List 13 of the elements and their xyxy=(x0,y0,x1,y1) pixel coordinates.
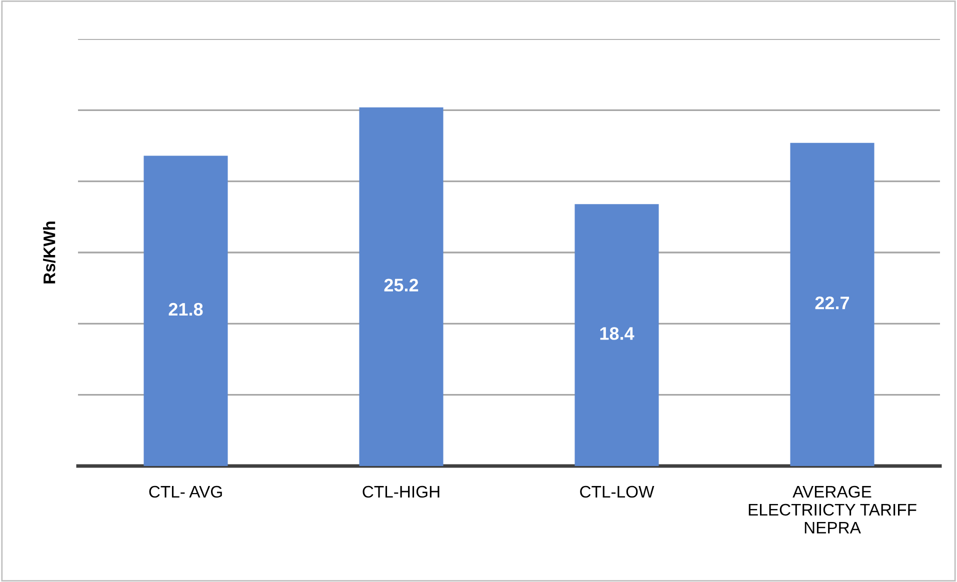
bar xyxy=(359,107,444,466)
data-label: 22.7 xyxy=(815,296,850,310)
bar xyxy=(144,156,228,466)
x-tick-label: CTL-HIGH xyxy=(362,486,440,498)
x-tick-label: AVERAGE ELECTRIICTY TARIFF NEPRA xyxy=(748,486,916,534)
data-label: 18.4 xyxy=(600,327,634,340)
bar xyxy=(574,204,659,466)
x-tick-label: CTL- AVG xyxy=(149,486,222,498)
x-tick-label: CTL-LOW xyxy=(580,486,654,498)
data-label: 25.2 xyxy=(384,278,418,292)
bar xyxy=(790,142,874,466)
y-axis-title: Rs/KWh xyxy=(43,222,56,284)
data-label: 21.8 xyxy=(168,302,203,316)
